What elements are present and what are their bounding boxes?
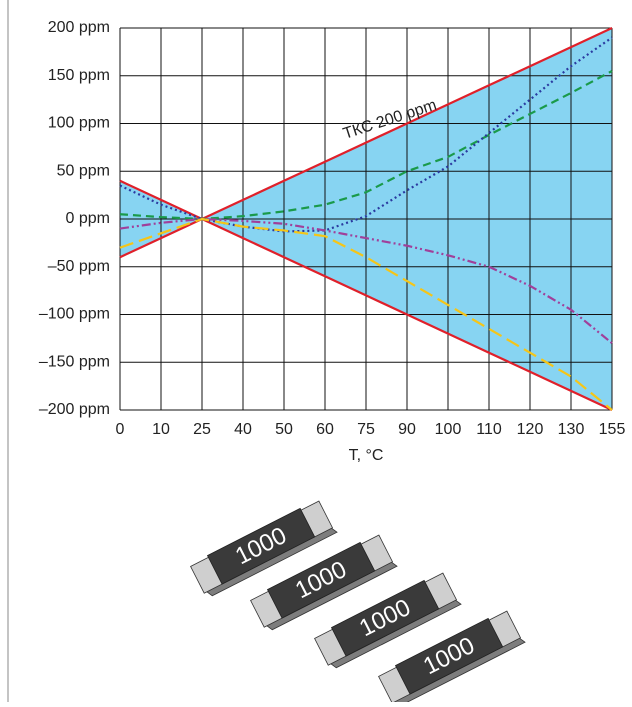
x-axis-label: T, °C	[349, 447, 384, 464]
x-tick-label: 100	[435, 421, 462, 438]
page: –200 ppm –150 ppm –100 ppm –50 ppm 0 ppm 50 p…	[0, 0, 632, 702]
y-tick-label: 50 ppm	[57, 162, 110, 179]
y-tick-label: 100 ppm	[48, 115, 110, 132]
x-tick-label: 75	[357, 421, 375, 438]
x-tick-label: 0	[116, 421, 125, 438]
plot: –200 ppm –150 ppm –100 ppm –50 ppm 0 ppm 50 p…	[39, 19, 626, 438]
x-tick-label: 120	[517, 421, 544, 438]
y-tick-label: –100 ppm	[39, 306, 110, 323]
y-tick-label: 150 ppm	[48, 67, 110, 84]
y-tick-label: 200 ppm	[48, 19, 110, 36]
y-tick-label: –200 ppm	[39, 401, 110, 418]
x-tick-label: 130	[558, 421, 585, 438]
x-tick-label: 155	[599, 421, 626, 438]
x-tick-label: 50	[275, 421, 293, 438]
x-tick-label: 25	[193, 421, 211, 438]
x-tick-label: 40	[234, 421, 252, 438]
x-tick-label: 110	[476, 421, 502, 438]
x-tick-label: 90	[398, 421, 416, 438]
y-tick-label: –150 ppm	[39, 353, 110, 370]
x-tick-label: 60	[316, 421, 334, 438]
x-tick-label: 10	[152, 421, 170, 438]
y-tick-label: 0 ppm	[66, 210, 110, 227]
y-tick-label: –50 ppm	[48, 258, 110, 275]
